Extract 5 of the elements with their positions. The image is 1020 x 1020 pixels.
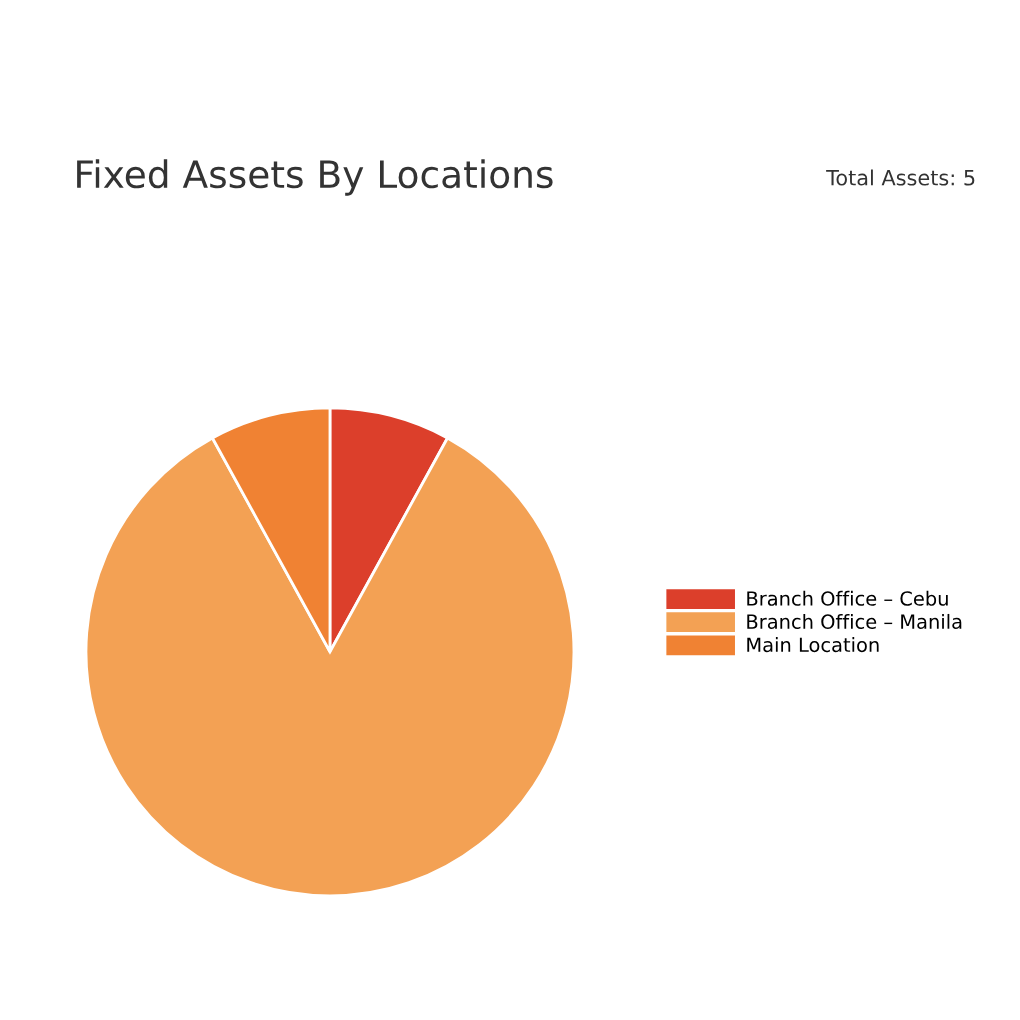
legend-label: Branch Office – Manila [747,613,962,629]
legend-label: Main Location [747,637,879,653]
chart-title: Fixed Assets By Locations [77,159,553,196]
legend-label: Branch Office – Cebu [747,590,948,606]
text: Total Assets: 5 [826,169,975,186]
